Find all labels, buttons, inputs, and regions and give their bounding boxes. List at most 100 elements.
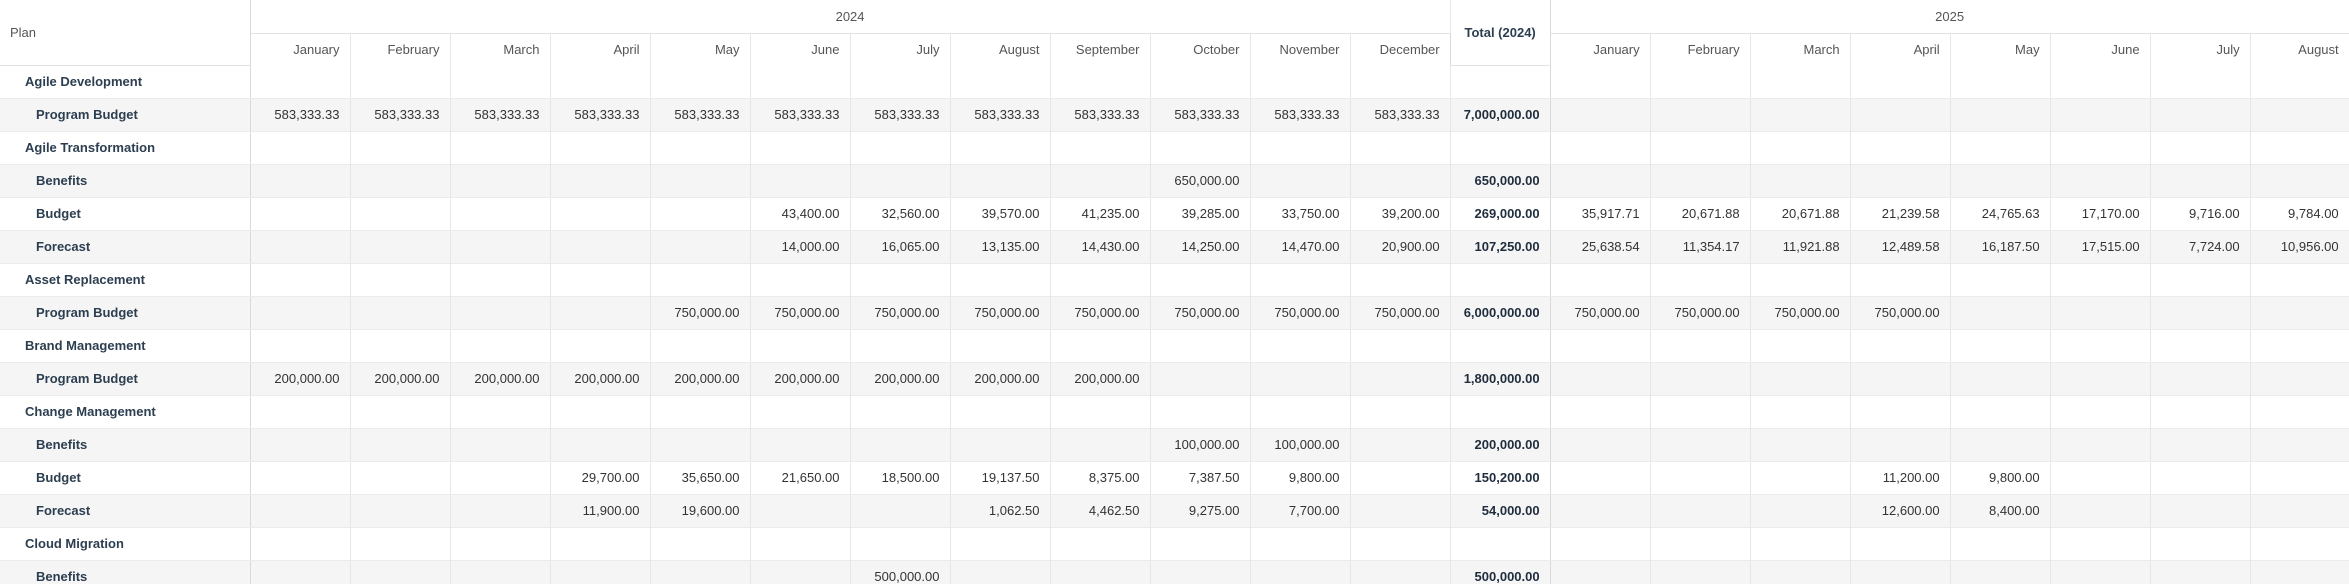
table-row[interactable]: Program Budget 750,000.00 750,000.00 750,00… (0, 296, 2349, 330)
month-header-2024-april[interactable]: April (550, 33, 651, 65)
table-row[interactable]: Forecast 11,900.00 19,600.00 1,062.50 4,462.… (0, 494, 2349, 528)
cell-2025-july[interactable]: 7,724.00 (2150, 230, 2251, 264)
cell-2025-april[interactable]: 750,000.00 (1850, 296, 1951, 330)
cell-2025-april[interactable] (1850, 362, 1951, 396)
cell-2024-march[interactable] (450, 527, 551, 561)
cell-2025-april[interactable]: 21,239.58 (1850, 197, 1951, 231)
cell-2025-june[interactable] (2050, 461, 2151, 495)
cell-2025-august[interactable] (2250, 461, 2349, 495)
cell-2024-september[interactable]: 41,235.00 (1050, 197, 1151, 231)
cell-2025-august[interactable] (2250, 263, 2349, 297)
cell-2024-may[interactable] (650, 65, 751, 99)
cell-2025-march[interactable] (1750, 131, 1851, 165)
cell-2025-may[interactable] (1950, 131, 2051, 165)
cell-2024-march[interactable] (450, 131, 551, 165)
cell-2024-may[interactable]: 750,000.00 (650, 296, 751, 330)
cell-2025-june[interactable] (2050, 362, 2151, 396)
cell-2025-april[interactable] (1850, 527, 1951, 561)
cell-2024-december[interactable] (1350, 461, 1451, 495)
cell-2025-january[interactable] (1550, 428, 1651, 462)
cell-2024-april[interactable] (550, 230, 651, 264)
table-row[interactable]: Budget 29,700.00 35,650.00 21,650.00 18,500.… (0, 461, 2349, 495)
cell-2025-may[interactable] (1950, 98, 2051, 132)
table-row[interactable]: Benefits 650,000.00 650,000.00 (0, 164, 2349, 198)
cell-2025-august[interactable]: 10,956.00 (2250, 230, 2349, 264)
cell-2025-may[interactable] (1950, 428, 2051, 462)
cell-2024-june[interactable] (750, 131, 851, 165)
cell-2025-march[interactable] (1750, 263, 1851, 297)
cell-2025-may[interactable]: 24,765.63 (1950, 197, 2051, 231)
cell-2024-september[interactable]: 8,375.00 (1050, 461, 1151, 495)
cell-2024-august[interactable] (950, 65, 1051, 99)
cell-2025-march[interactable] (1750, 527, 1851, 561)
group-label[interactable]: Brand Management (0, 329, 251, 363)
cell-2025-july[interactable] (2150, 164, 2251, 198)
cell-2025-march[interactable]: 11,921.88 (1750, 230, 1851, 264)
month-header-2025-may[interactable]: May (1950, 33, 2051, 65)
cell-2024-may[interactable] (650, 527, 751, 561)
cell-2024-november[interactable] (1250, 329, 1351, 363)
cell-2024-may[interactable]: 200,000.00 (650, 362, 751, 396)
cell-2024-july[interactable]: 18,500.00 (850, 461, 951, 495)
cell-2025-may[interactable] (1950, 329, 2051, 363)
cell-2024-september[interactable]: 200,000.00 (1050, 362, 1151, 396)
cell-2024-october[interactable] (1150, 362, 1251, 396)
cell-2024-march[interactable] (450, 263, 551, 297)
cell-2025-august[interactable] (2250, 164, 2349, 198)
cell-2024-september[interactable] (1050, 164, 1151, 198)
cell-2025-march[interactable] (1750, 428, 1851, 462)
cell-2025-may[interactable] (1950, 296, 2051, 330)
row-label[interactable]: Benefits (0, 428, 251, 462)
cell-2024-november[interactable]: 33,750.00 (1250, 197, 1351, 231)
cell-2024-january[interactable] (250, 527, 351, 561)
cell-2025-january[interactable] (1550, 527, 1651, 561)
cell-2025-february[interactable]: 750,000.00 (1650, 296, 1751, 330)
cell-2024-january[interactable] (250, 230, 351, 264)
cell-2025-april[interactable]: 11,200.00 (1850, 461, 1951, 495)
cell-2025-february[interactable] (1650, 428, 1751, 462)
cell-2024-september[interactable] (1050, 395, 1151, 429)
cell-2025-march[interactable] (1750, 164, 1851, 198)
cell-2024-september[interactable]: 750,000.00 (1050, 296, 1151, 330)
cell-2025-april[interactable] (1850, 395, 1951, 429)
cell-2025-april[interactable] (1850, 329, 1951, 363)
cell-2024-january[interactable] (250, 65, 351, 99)
cell-2024-january[interactable]: 200,000.00 (250, 362, 351, 396)
cell-2024-march[interactable] (450, 65, 551, 99)
cell-2024-april[interactable] (550, 65, 651, 99)
cell-2024-november[interactable]: 100,000.00 (1250, 428, 1351, 462)
cell-2025-august[interactable] (2250, 98, 2349, 132)
cell-2024-july[interactable] (850, 428, 951, 462)
cell-2025-june[interactable] (2050, 560, 2151, 584)
cell-2025-april[interactable] (1850, 428, 1951, 462)
cell-2024-april[interactable]: 200,000.00 (550, 362, 651, 396)
cell-2024-july[interactable]: 16,065.00 (850, 230, 951, 264)
cell-2025-march[interactable] (1750, 362, 1851, 396)
cell-2024-december[interactable] (1350, 362, 1451, 396)
table-row[interactable]: Forecast 14,000.00 16,065.00 13,135.00 14,43… (0, 230, 2349, 264)
table-row[interactable]: Benefits 100,000.00 100,000.00 200,000.00 (0, 428, 2349, 462)
cell-2024-december[interactable]: 39,200.00 (1350, 197, 1451, 231)
cell-2024-november[interactable] (1250, 263, 1351, 297)
cell-2024-june[interactable] (750, 164, 851, 198)
row-label[interactable]: Benefits (0, 560, 251, 584)
cell-2025-july[interactable] (2150, 296, 2251, 330)
cell-2025-march[interactable] (1750, 494, 1851, 528)
cell-2025-february[interactable] (1650, 461, 1751, 495)
cell-2024-july[interactable]: 200,000.00 (850, 362, 951, 396)
cell-2024-june[interactable]: 200,000.00 (750, 362, 851, 396)
row-label[interactable]: Benefits (0, 164, 251, 198)
cell-2024-november[interactable]: 7,700.00 (1250, 494, 1351, 528)
cell-2025-march[interactable] (1750, 560, 1851, 584)
cell-2024-april[interactable] (550, 428, 651, 462)
cell-2025-march[interactable]: 20,671.88 (1750, 197, 1851, 231)
cell-2025-july[interactable] (2150, 461, 2251, 495)
cell-2024-may[interactable] (650, 428, 751, 462)
cell-2025-march[interactable] (1750, 395, 1851, 429)
cell-2024-july[interactable] (850, 395, 951, 429)
cell-2024-december[interactable] (1350, 164, 1451, 198)
group-row[interactable]: Change Management (0, 395, 2349, 429)
cell-2024-october[interactable] (1150, 65, 1251, 99)
cell-2024-december[interactable]: 583,333.33 (1350, 98, 1451, 132)
month-header-2024-may[interactable]: May (650, 33, 751, 65)
